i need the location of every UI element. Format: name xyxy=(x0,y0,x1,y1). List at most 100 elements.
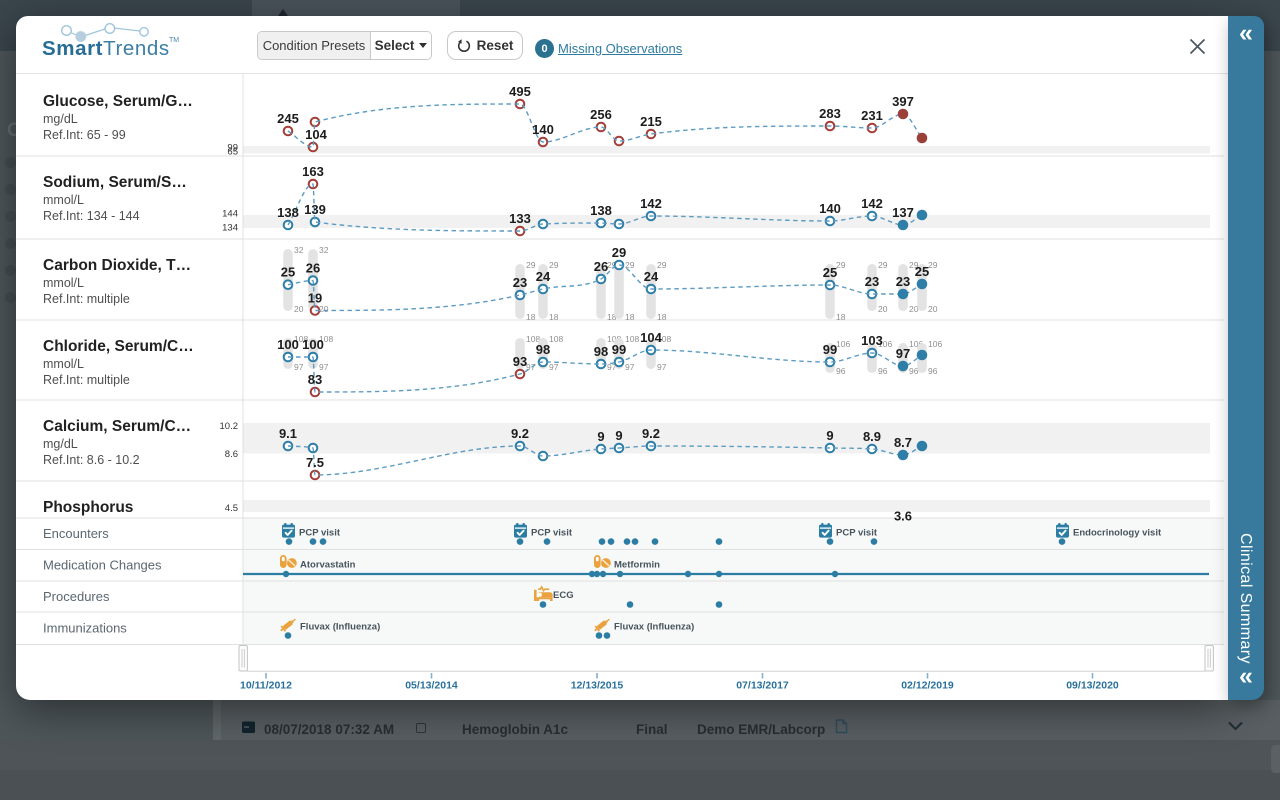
svg-text:24: 24 xyxy=(644,269,659,284)
svg-text:29: 29 xyxy=(607,260,617,270)
svg-text:140: 140 xyxy=(819,201,841,216)
svg-text:20: 20 xyxy=(928,304,938,314)
svg-text:29: 29 xyxy=(836,260,846,270)
svg-text:29: 29 xyxy=(928,260,938,270)
svg-text:100: 100 xyxy=(277,337,299,352)
svg-text:18: 18 xyxy=(526,312,536,322)
svg-text:10/11/2012: 10/11/2012 xyxy=(240,680,292,692)
svg-text:65: 65 xyxy=(227,147,238,158)
svg-text:9.2: 9.2 xyxy=(511,426,529,441)
svg-text:18: 18 xyxy=(836,312,846,322)
svg-text:Ref.Int: 134 - 144: Ref.Int: 134 - 144 xyxy=(43,209,140,223)
svg-text:23: 23 xyxy=(865,274,879,289)
svg-text:PCP visit: PCP visit xyxy=(531,528,573,539)
svg-text:99: 99 xyxy=(823,342,837,357)
svg-text:29: 29 xyxy=(549,260,559,270)
svg-text:108: 108 xyxy=(319,334,333,344)
svg-text:103: 103 xyxy=(861,333,883,348)
svg-text:108: 108 xyxy=(657,334,671,344)
svg-text:138: 138 xyxy=(277,205,299,220)
svg-text:mg/dL: mg/dL xyxy=(43,112,78,126)
svg-text:09/13/2020: 09/13/2020 xyxy=(1066,680,1119,692)
svg-text:29: 29 xyxy=(526,260,536,270)
svg-text:4.5: 4.5 xyxy=(225,503,238,514)
svg-text:20: 20 xyxy=(319,304,329,314)
svg-text:Procedures: Procedures xyxy=(43,589,110,604)
svg-text:26: 26 xyxy=(594,259,608,274)
svg-text:495: 495 xyxy=(509,84,531,99)
svg-text:138: 138 xyxy=(590,203,612,218)
svg-text:3.6: 3.6 xyxy=(894,509,912,524)
svg-text:137: 137 xyxy=(892,205,914,220)
svg-text:100: 100 xyxy=(302,337,324,352)
svg-text:245: 245 xyxy=(277,111,299,126)
svg-text:144: 144 xyxy=(222,209,238,220)
svg-text:Ref.Int: multiple: Ref.Int: multiple xyxy=(43,373,130,387)
svg-text:8.7: 8.7 xyxy=(894,435,912,450)
svg-text:106: 106 xyxy=(928,339,942,349)
svg-text:106: 106 xyxy=(909,339,923,349)
svg-text:20: 20 xyxy=(878,304,888,314)
svg-text:283: 283 xyxy=(819,106,841,121)
svg-text:99: 99 xyxy=(227,143,238,154)
svg-text:142: 142 xyxy=(640,196,662,211)
svg-text:20: 20 xyxy=(909,304,919,314)
svg-text:104: 104 xyxy=(305,127,327,142)
svg-text:10.2: 10.2 xyxy=(220,421,239,432)
svg-text:96: 96 xyxy=(909,366,919,376)
svg-text:7.5: 7.5 xyxy=(306,455,324,470)
svg-text:18: 18 xyxy=(607,312,617,322)
svg-text:96: 96 xyxy=(836,366,846,376)
svg-text:140: 140 xyxy=(532,122,554,137)
svg-text:97: 97 xyxy=(294,362,304,372)
svg-text:96: 96 xyxy=(928,366,938,376)
svg-text:134: 134 xyxy=(222,223,238,234)
svg-text:93: 93 xyxy=(513,354,527,369)
svg-text:32: 32 xyxy=(294,245,304,255)
svg-text:8.9: 8.9 xyxy=(863,429,881,444)
svg-text:32: 32 xyxy=(319,245,329,255)
svg-text:Endocrinology visit: Endocrinology visit xyxy=(1073,528,1162,539)
svg-text:Phosphorus: Phosphorus xyxy=(43,499,133,516)
svg-text:mg/dL: mg/dL xyxy=(43,437,78,451)
svg-text:98: 98 xyxy=(536,342,550,357)
svg-text:19: 19 xyxy=(308,291,322,306)
svg-text:Ref.Int: multiple: Ref.Int: multiple xyxy=(43,292,130,306)
svg-text:133: 133 xyxy=(509,211,531,226)
svg-text:97: 97 xyxy=(319,362,329,372)
svg-text:9: 9 xyxy=(597,429,604,444)
svg-text:97: 97 xyxy=(896,346,910,361)
svg-text:Fluvax (Influenza): Fluvax (Influenza) xyxy=(614,622,694,633)
svg-text:256: 256 xyxy=(590,107,612,122)
svg-text:mmol/L: mmol/L xyxy=(43,193,84,207)
svg-text:Metformin: Metformin xyxy=(614,560,660,571)
svg-text:108: 108 xyxy=(526,334,540,344)
svg-text:9.1: 9.1 xyxy=(279,426,297,441)
svg-text:108: 108 xyxy=(294,334,308,344)
svg-text:9.2: 9.2 xyxy=(642,426,660,441)
svg-text:02/12/2019: 02/12/2019 xyxy=(901,680,954,692)
svg-text:18: 18 xyxy=(549,312,559,322)
svg-text:07/13/2017: 07/13/2017 xyxy=(736,680,789,692)
svg-text:Glucose, Serum/G…: Glucose, Serum/G… xyxy=(43,93,193,110)
svg-text:26: 26 xyxy=(306,261,320,276)
svg-text:29: 29 xyxy=(612,245,626,260)
svg-text:12/13/2015: 12/13/2015 xyxy=(571,680,624,692)
svg-text:Carbon Dioxide, T…: Carbon Dioxide, T… xyxy=(43,257,191,274)
svg-text:108: 108 xyxy=(549,334,563,344)
svg-text:29: 29 xyxy=(878,260,888,270)
svg-text:29: 29 xyxy=(657,260,667,270)
svg-text:97: 97 xyxy=(657,362,667,372)
svg-text:23: 23 xyxy=(896,274,910,289)
svg-text:163: 163 xyxy=(302,164,324,179)
svg-text:Ref.Int: 8.6 - 10.2: Ref.Int: 8.6 - 10.2 xyxy=(43,453,140,467)
svg-text:24: 24 xyxy=(536,269,551,284)
svg-text:98: 98 xyxy=(594,344,608,359)
svg-text:ECG: ECG xyxy=(553,590,574,601)
svg-text:9: 9 xyxy=(826,428,833,443)
svg-text:397: 397 xyxy=(892,94,914,109)
svg-text:97: 97 xyxy=(549,362,559,372)
svg-text:Sodium, Serum/S…: Sodium, Serum/S… xyxy=(43,174,187,191)
svg-text:9: 9 xyxy=(615,428,622,443)
svg-text:215: 215 xyxy=(640,114,662,129)
